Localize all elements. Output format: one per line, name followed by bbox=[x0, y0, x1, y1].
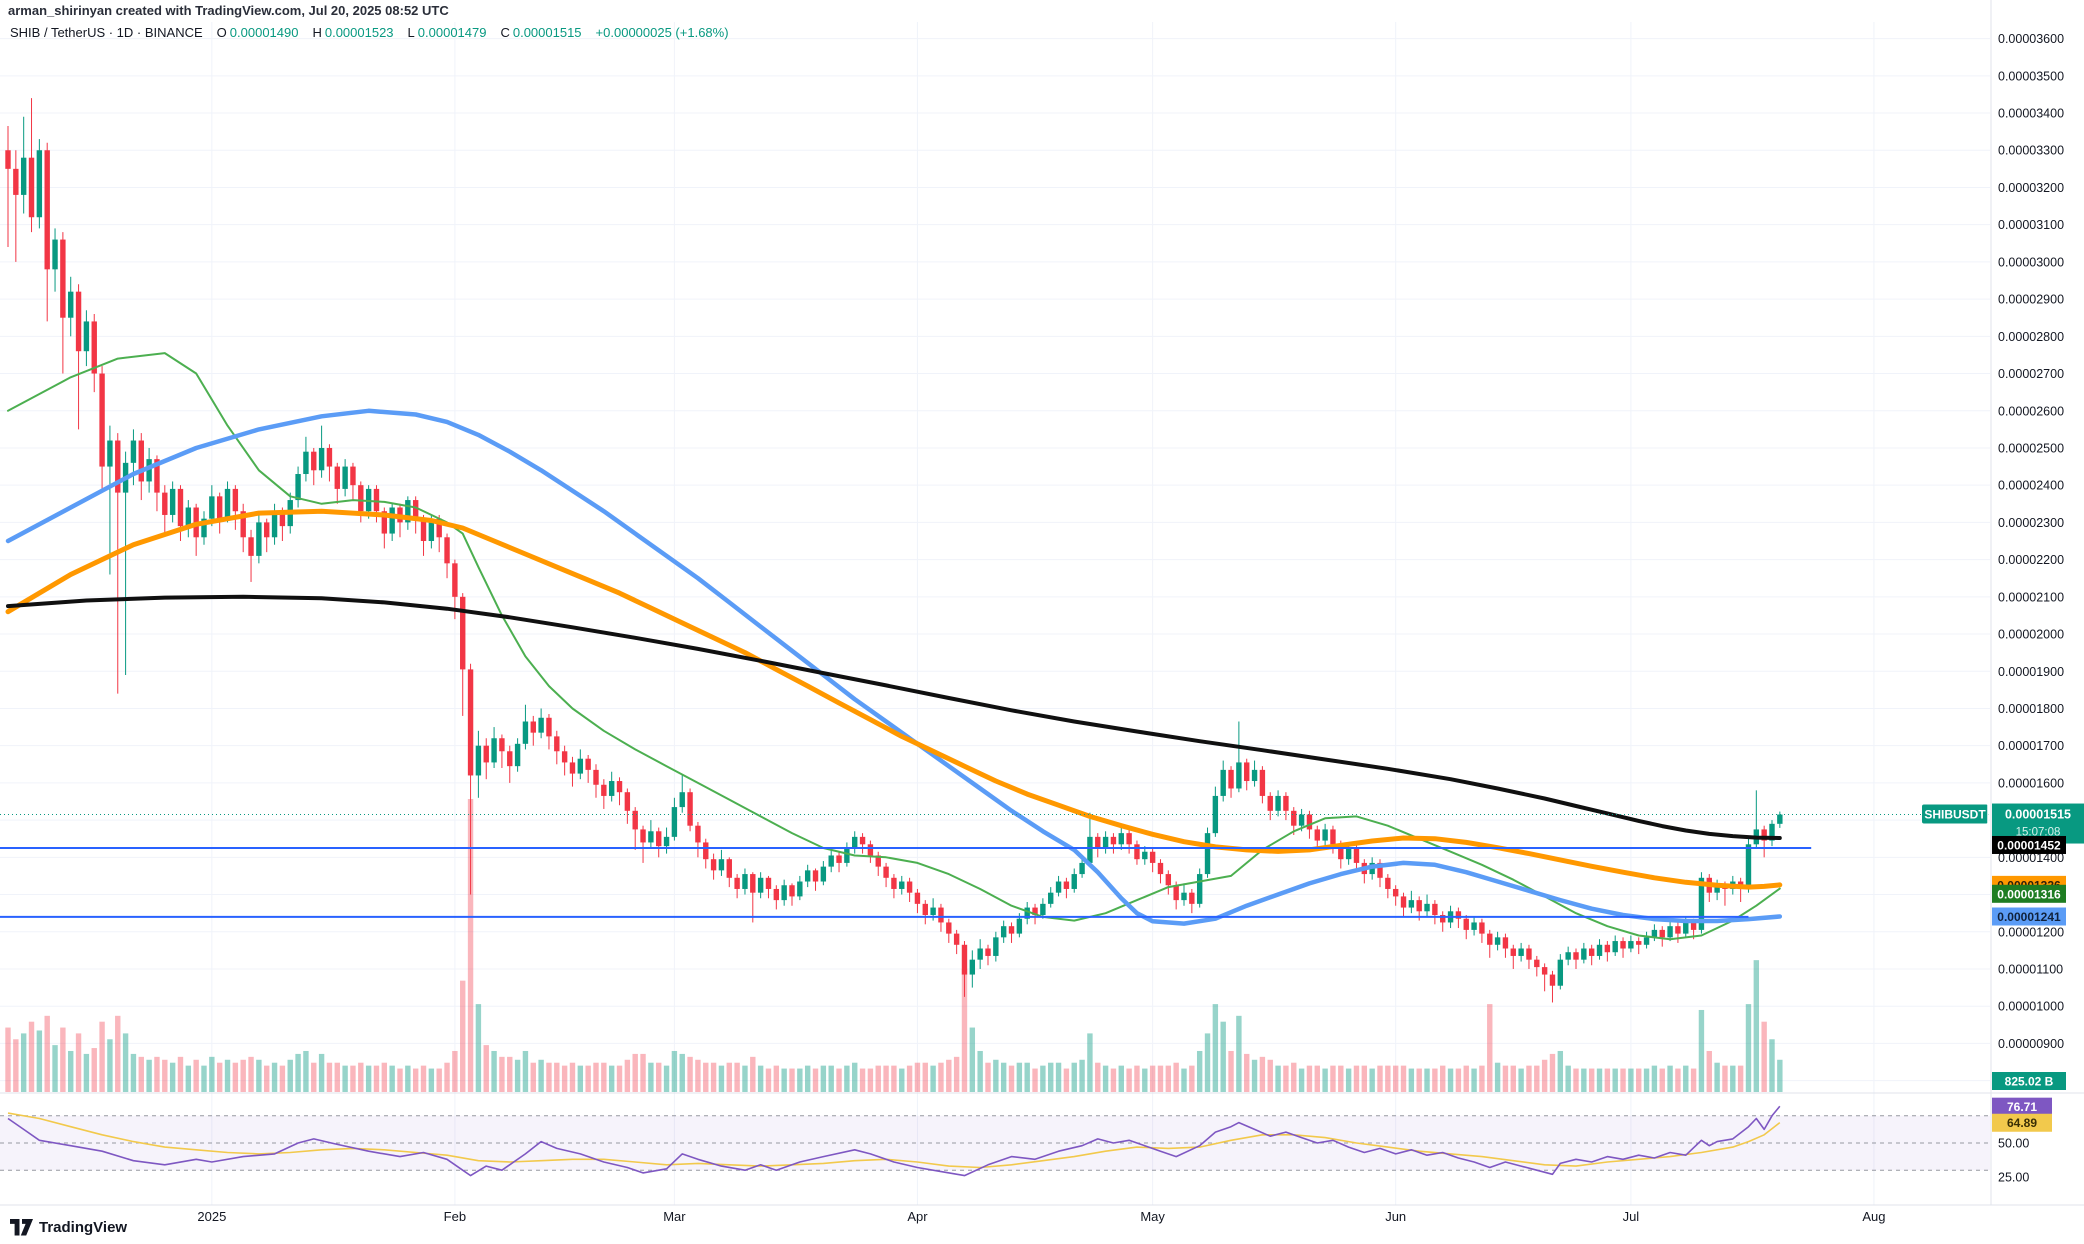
svg-text:0.00003200: 0.00003200 bbox=[1998, 181, 2064, 195]
svg-text:0.00002800: 0.00002800 bbox=[1998, 330, 2064, 344]
svg-text:0.00003600: 0.00003600 bbox=[1998, 32, 2064, 46]
ohlc-open: O 0.00001490 bbox=[216, 25, 299, 40]
svg-text:Jun: Jun bbox=[1385, 1209, 1406, 1224]
rsi-ma-value-badge: 64.89 bbox=[1992, 1113, 2052, 1132]
watermark-text: arman_shirinyan created with TradingView… bbox=[8, 3, 449, 18]
volume-badge: 825.02 B bbox=[1992, 1072, 2066, 1090]
svg-text:Aug: Aug bbox=[1862, 1209, 1885, 1224]
svg-text:0.00002700: 0.00002700 bbox=[1998, 367, 2064, 381]
open-value: 0.00001490 bbox=[229, 25, 299, 40]
candles bbox=[5, 98, 1783, 1003]
ma-green-badge: 0.00001316 bbox=[1992, 884, 2066, 903]
svg-text:825.02 B: 825.02 B bbox=[2005, 1075, 2054, 1089]
svg-text:2025: 2025 bbox=[197, 1209, 226, 1224]
svg-text:0.00002000: 0.00002000 bbox=[1998, 628, 2064, 642]
price-axis[interactable] bbox=[1991, 0, 2084, 1205]
svg-text:Mar: Mar bbox=[663, 1209, 686, 1224]
countdown-timer: 15:07:08 bbox=[2016, 827, 2061, 839]
rsi-pane bbox=[0, 1105, 1990, 1177]
svg-text:0.00002600: 0.00002600 bbox=[1998, 404, 2064, 418]
symbol-title[interactable]: SHIB / TetherUS · 1D · BINANCE bbox=[10, 25, 203, 40]
symbol-tag-badge: SHIBUSDT bbox=[1922, 804, 1989, 824]
svg-text:0.00003100: 0.00003100 bbox=[1998, 218, 2064, 232]
svg-text:64.89: 64.89 bbox=[2007, 1116, 2037, 1130]
svg-text:0.00001000: 0.00001000 bbox=[1998, 1000, 2064, 1014]
ma-orange-line bbox=[5, 508, 1783, 890]
ma-black-line bbox=[6, 594, 1782, 840]
ma-blue-line bbox=[5, 408, 1783, 926]
svg-text:0.00002400: 0.00002400 bbox=[1998, 479, 2064, 493]
ohlc-high: H 0.00001523 bbox=[312, 25, 394, 40]
svg-text:0.00000900: 0.00000900 bbox=[1998, 1037, 2064, 1051]
svg-text:May: May bbox=[1140, 1209, 1165, 1224]
rsi-ma-line bbox=[7, 1112, 1781, 1169]
tradingview-logo[interactable]: TradingView bbox=[10, 1219, 127, 1236]
svg-text:0.00003000: 0.00003000 bbox=[1998, 255, 2064, 269]
svg-text:0.00001400: 0.00001400 bbox=[1998, 851, 2064, 865]
symbol-info-bar: SHIB / TetherUS · 1D · BINANCE O 0.000014… bbox=[10, 25, 729, 40]
svg-text:0.00001600: 0.00001600 bbox=[1998, 776, 2064, 790]
ma-black-badge: 0.00001452 bbox=[1992, 835, 2066, 854]
high-value: 0.00001523 bbox=[324, 25, 394, 40]
svg-text:0.00001200: 0.00001200 bbox=[1998, 925, 2064, 939]
svg-text:76.71: 76.71 bbox=[2007, 1100, 2037, 1114]
svg-text:0.00001452: 0.00001452 bbox=[1997, 838, 2061, 852]
svg-text:0.00001316: 0.00001316 bbox=[1997, 887, 2061, 901]
ohlc-close: C 0.00001515 bbox=[500, 25, 582, 40]
svg-text:0.00003300: 0.00003300 bbox=[1998, 144, 2064, 158]
svg-text:0.00001800: 0.00001800 bbox=[1998, 702, 2064, 716]
svg-text:Feb: Feb bbox=[444, 1209, 466, 1224]
rsi-value-badge: 76.71 bbox=[1992, 1097, 2052, 1116]
svg-text:SHIBUSDT: SHIBUSDT bbox=[1924, 808, 1986, 822]
svg-text:0.00001100: 0.00001100 bbox=[1998, 962, 2063, 976]
close-value: 0.00001515 bbox=[512, 25, 582, 40]
svg-text:0.00002500: 0.00002500 bbox=[1998, 441, 2064, 455]
grid-lines bbox=[0, 22, 1990, 1205]
svg-text:0.00003400: 0.00003400 bbox=[1998, 107, 2064, 121]
svg-text:50.00: 50.00 bbox=[1998, 1137, 2029, 1151]
volume-bars bbox=[5, 799, 1783, 1092]
time-axis[interactable] bbox=[0, 1205, 2084, 1227]
ohlc-low: L 0.00001479 bbox=[407, 25, 487, 40]
svg-text:0.00003500: 0.00003500 bbox=[1998, 69, 2064, 83]
svg-text:0.00002100: 0.00002100 bbox=[1998, 590, 2064, 604]
svg-text:0.00002200: 0.00002200 bbox=[1998, 553, 2064, 567]
tradingview-logo-icon bbox=[10, 1219, 33, 1236]
svg-text:0.00001700: 0.00001700 bbox=[1998, 739, 2064, 753]
ma-green-line bbox=[7, 352, 1781, 941]
low-value: 0.00001479 bbox=[417, 25, 487, 40]
svg-text:0.00001241: 0.00001241 bbox=[1997, 910, 2061, 924]
svg-text:0.00001515: 0.00001515 bbox=[2005, 808, 2071, 822]
ma-blue-badge: 0.00001241 bbox=[1992, 907, 2066, 926]
svg-text:0.00002900: 0.00002900 bbox=[1998, 293, 2064, 307]
svg-text:Apr: Apr bbox=[907, 1209, 928, 1224]
change-value: +0.00000025 (+1.68%) bbox=[595, 25, 729, 40]
rsi-line bbox=[7, 1105, 1781, 1177]
svg-text:25.00: 25.00 bbox=[1998, 1171, 2029, 1185]
svg-text:0.00002300: 0.00002300 bbox=[1998, 516, 2064, 530]
tradingview-logo-text: TradingView bbox=[39, 1219, 128, 1236]
svg-text:0.00001900: 0.00001900 bbox=[1998, 665, 2064, 679]
svg-text:Jul: Jul bbox=[1623, 1209, 1640, 1224]
time-axis-labels: 2025 Feb Mar Apr May Jun Jul Aug bbox=[197, 1209, 1885, 1224]
